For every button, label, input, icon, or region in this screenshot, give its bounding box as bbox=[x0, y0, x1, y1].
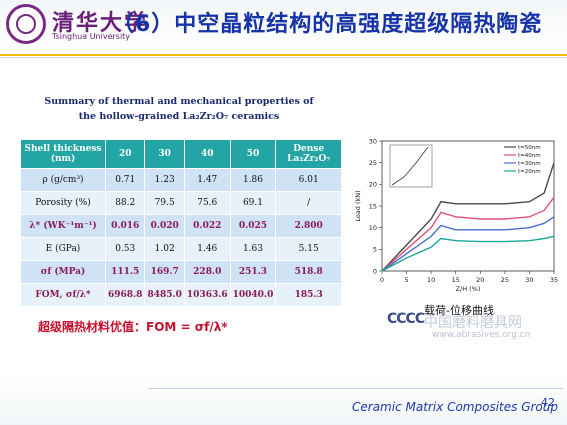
logo-english-name: Tsinghua University bbox=[52, 32, 131, 41]
table-cell: 10040.0 bbox=[229, 283, 277, 307]
table-header-row: Shell thickness (nm) 20 30 40 50 Dense L… bbox=[20, 139, 342, 169]
footer-group-name: Ceramic Matrix Composites Group bbox=[352, 400, 558, 414]
watermark-url: www.abrasives.org.cn bbox=[432, 330, 531, 340]
title-divider-secondary bbox=[0, 57, 567, 58]
watermark-logo: CCCC bbox=[387, 311, 425, 327]
y-tick-label: 20 bbox=[369, 181, 377, 189]
series-line bbox=[381, 235, 555, 272]
table-row: λ* (WK⁻¹m⁻¹) 0.016 0.020 0.022 0.025 2.8… bbox=[20, 214, 342, 238]
y-tick-label: 15 bbox=[369, 202, 377, 210]
table-caption-line-2: the hollow-grained La₂Zr₂O₇ ceramics bbox=[78, 111, 280, 122]
table-cell: 8485.0 bbox=[144, 283, 185, 307]
legend-label: t=50nm bbox=[518, 145, 541, 151]
table-cell: 111.5 bbox=[104, 260, 146, 284]
table-row: σf (MPa) 111.5 169.7 228.0 251.3 518.8 bbox=[20, 260, 342, 284]
table-cell: λ* (WK⁻¹m⁻¹) bbox=[20, 214, 106, 238]
x-tick-label: 10 bbox=[427, 276, 435, 284]
table-cell: 185.3 bbox=[275, 283, 342, 307]
table-cell: 0.020 bbox=[144, 214, 185, 238]
chart-svg: 0 5 10 15 20 25 30 35 0 5 10 15 20 25 30 Z/H (%) Load (k… bbox=[354, 137, 558, 293]
table-cell: σf (MPa) bbox=[20, 260, 106, 284]
y-tick-label: 25 bbox=[369, 159, 377, 167]
x-tick-label: 15 bbox=[452, 276, 460, 284]
table-cell: 79.5 bbox=[144, 191, 185, 215]
table-cell: 518.8 bbox=[275, 260, 342, 284]
x-tick-label: 20 bbox=[476, 276, 484, 284]
table-cell: 0.016 bbox=[104, 214, 146, 238]
table-row: E (GPa) 0.53 1.02 1.46 1.63 5.15 bbox=[20, 237, 342, 261]
table-cell: 1.46 bbox=[183, 237, 231, 261]
table-header-cell: 20 bbox=[104, 139, 146, 169]
x-tick-label: 35 bbox=[550, 276, 558, 284]
legend-label: t=20nm bbox=[518, 169, 541, 175]
load-displacement-chart: 0 5 10 15 20 25 30 35 0 5 10 15 20 25 30 Z/H (%) Load (k… bbox=[352, 133, 562, 293]
table-cell: 1.23 bbox=[144, 168, 185, 192]
inset-curve bbox=[391, 146, 429, 186]
y-axis-label: Load (kN) bbox=[354, 190, 362, 221]
table-cell: 2.800 bbox=[275, 214, 342, 238]
table-header-cell: 50 bbox=[229, 139, 277, 169]
legend-label: t=30nm bbox=[518, 161, 541, 167]
table-cell: ρ (g/cm³) bbox=[20, 168, 106, 192]
table-cell: / bbox=[275, 191, 342, 215]
table-header-cell: 30 bbox=[144, 139, 185, 169]
table-cell: 6.01 bbox=[275, 168, 342, 192]
table-row: ρ (g/cm³) 0.71 1.23 1.47 1.86 6.01 bbox=[20, 168, 342, 192]
table-caption: Summary of thermal and mechanical proper… bbox=[18, 94, 340, 124]
slide-title: （6）中空晶粒结构的高强度超级隔热陶瓷 bbox=[112, 12, 543, 37]
title-divider bbox=[0, 54, 567, 56]
y-tick-label: 10 bbox=[369, 224, 377, 232]
table-header-cell: 40 bbox=[183, 139, 231, 169]
table-cell: 1.86 bbox=[229, 168, 277, 192]
footer-divider bbox=[148, 388, 563, 389]
table-cell: 75.6 bbox=[183, 191, 231, 215]
page-number: 42 bbox=[541, 396, 555, 409]
table-cell: 1.63 bbox=[229, 237, 277, 261]
table-cell: 88.2 bbox=[104, 191, 146, 215]
university-seal-icon bbox=[6, 4, 46, 44]
y-tick-label: 5 bbox=[373, 246, 377, 254]
x-tick-label: 25 bbox=[501, 276, 509, 284]
fom-formula: 超级隔热材料优值：FOM = σf/λ* bbox=[38, 320, 228, 334]
series-line bbox=[381, 216, 555, 272]
table-cell: 1.02 bbox=[144, 237, 185, 261]
x-tick-label: 30 bbox=[525, 276, 533, 284]
y-tick-label: 30 bbox=[369, 137, 377, 145]
table-cell: 69.1 bbox=[229, 191, 277, 215]
table-cell: 0.022 bbox=[183, 214, 231, 238]
table-cell: 0.025 bbox=[229, 214, 277, 238]
table-cell: FOM, σf/λ* bbox=[20, 283, 106, 307]
table-header-cell: Shell thickness (nm) bbox=[20, 139, 106, 169]
table-header-cell: Dense La₂Zr₂O₇ bbox=[275, 139, 342, 169]
table-cell: 0.53 bbox=[104, 237, 146, 261]
series-line bbox=[381, 162, 555, 272]
table-caption-line-1: Summary of thermal and mechanical proper… bbox=[44, 96, 314, 107]
watermark-text: 中国磨料磨具网 bbox=[424, 315, 522, 331]
properties-table: Shell thickness (nm) 20 30 40 50 Dense L… bbox=[20, 139, 342, 307]
chart-caption: 载荷-位移曲线 bbox=[424, 304, 494, 317]
y-tick-label: 0 bbox=[373, 267, 377, 275]
table-cell: Porosity (%) bbox=[20, 191, 106, 215]
logo-chinese-name: 清华大学 bbox=[52, 10, 149, 36]
inset-frame bbox=[389, 144, 433, 188]
table-cell: E (GPa) bbox=[20, 237, 106, 261]
x-tick-label: 0 bbox=[380, 276, 384, 284]
legend-label: t=40nm bbox=[518, 153, 541, 159]
x-axis-label: Z/H (%) bbox=[456, 285, 481, 293]
table-row: FOM, σf/λ* 6968.8 8485.0 10363.6 10040.0… bbox=[20, 283, 342, 307]
table-cell: 10363.6 bbox=[183, 283, 231, 307]
table-cell: 0.71 bbox=[104, 168, 146, 192]
table-cell: 228.0 bbox=[183, 260, 231, 284]
table-cell: 5.15 bbox=[275, 237, 342, 261]
x-tick-label: 5 bbox=[405, 276, 409, 284]
table-row: Porosity (%) 88.2 79.5 75.6 69.1 / bbox=[20, 191, 342, 215]
table-cell: 169.7 bbox=[144, 260, 185, 284]
table-cell: 251.3 bbox=[229, 260, 277, 284]
table-cell: 6968.8 bbox=[104, 283, 146, 307]
table-cell: 1.47 bbox=[183, 168, 231, 192]
series-line bbox=[381, 196, 555, 272]
